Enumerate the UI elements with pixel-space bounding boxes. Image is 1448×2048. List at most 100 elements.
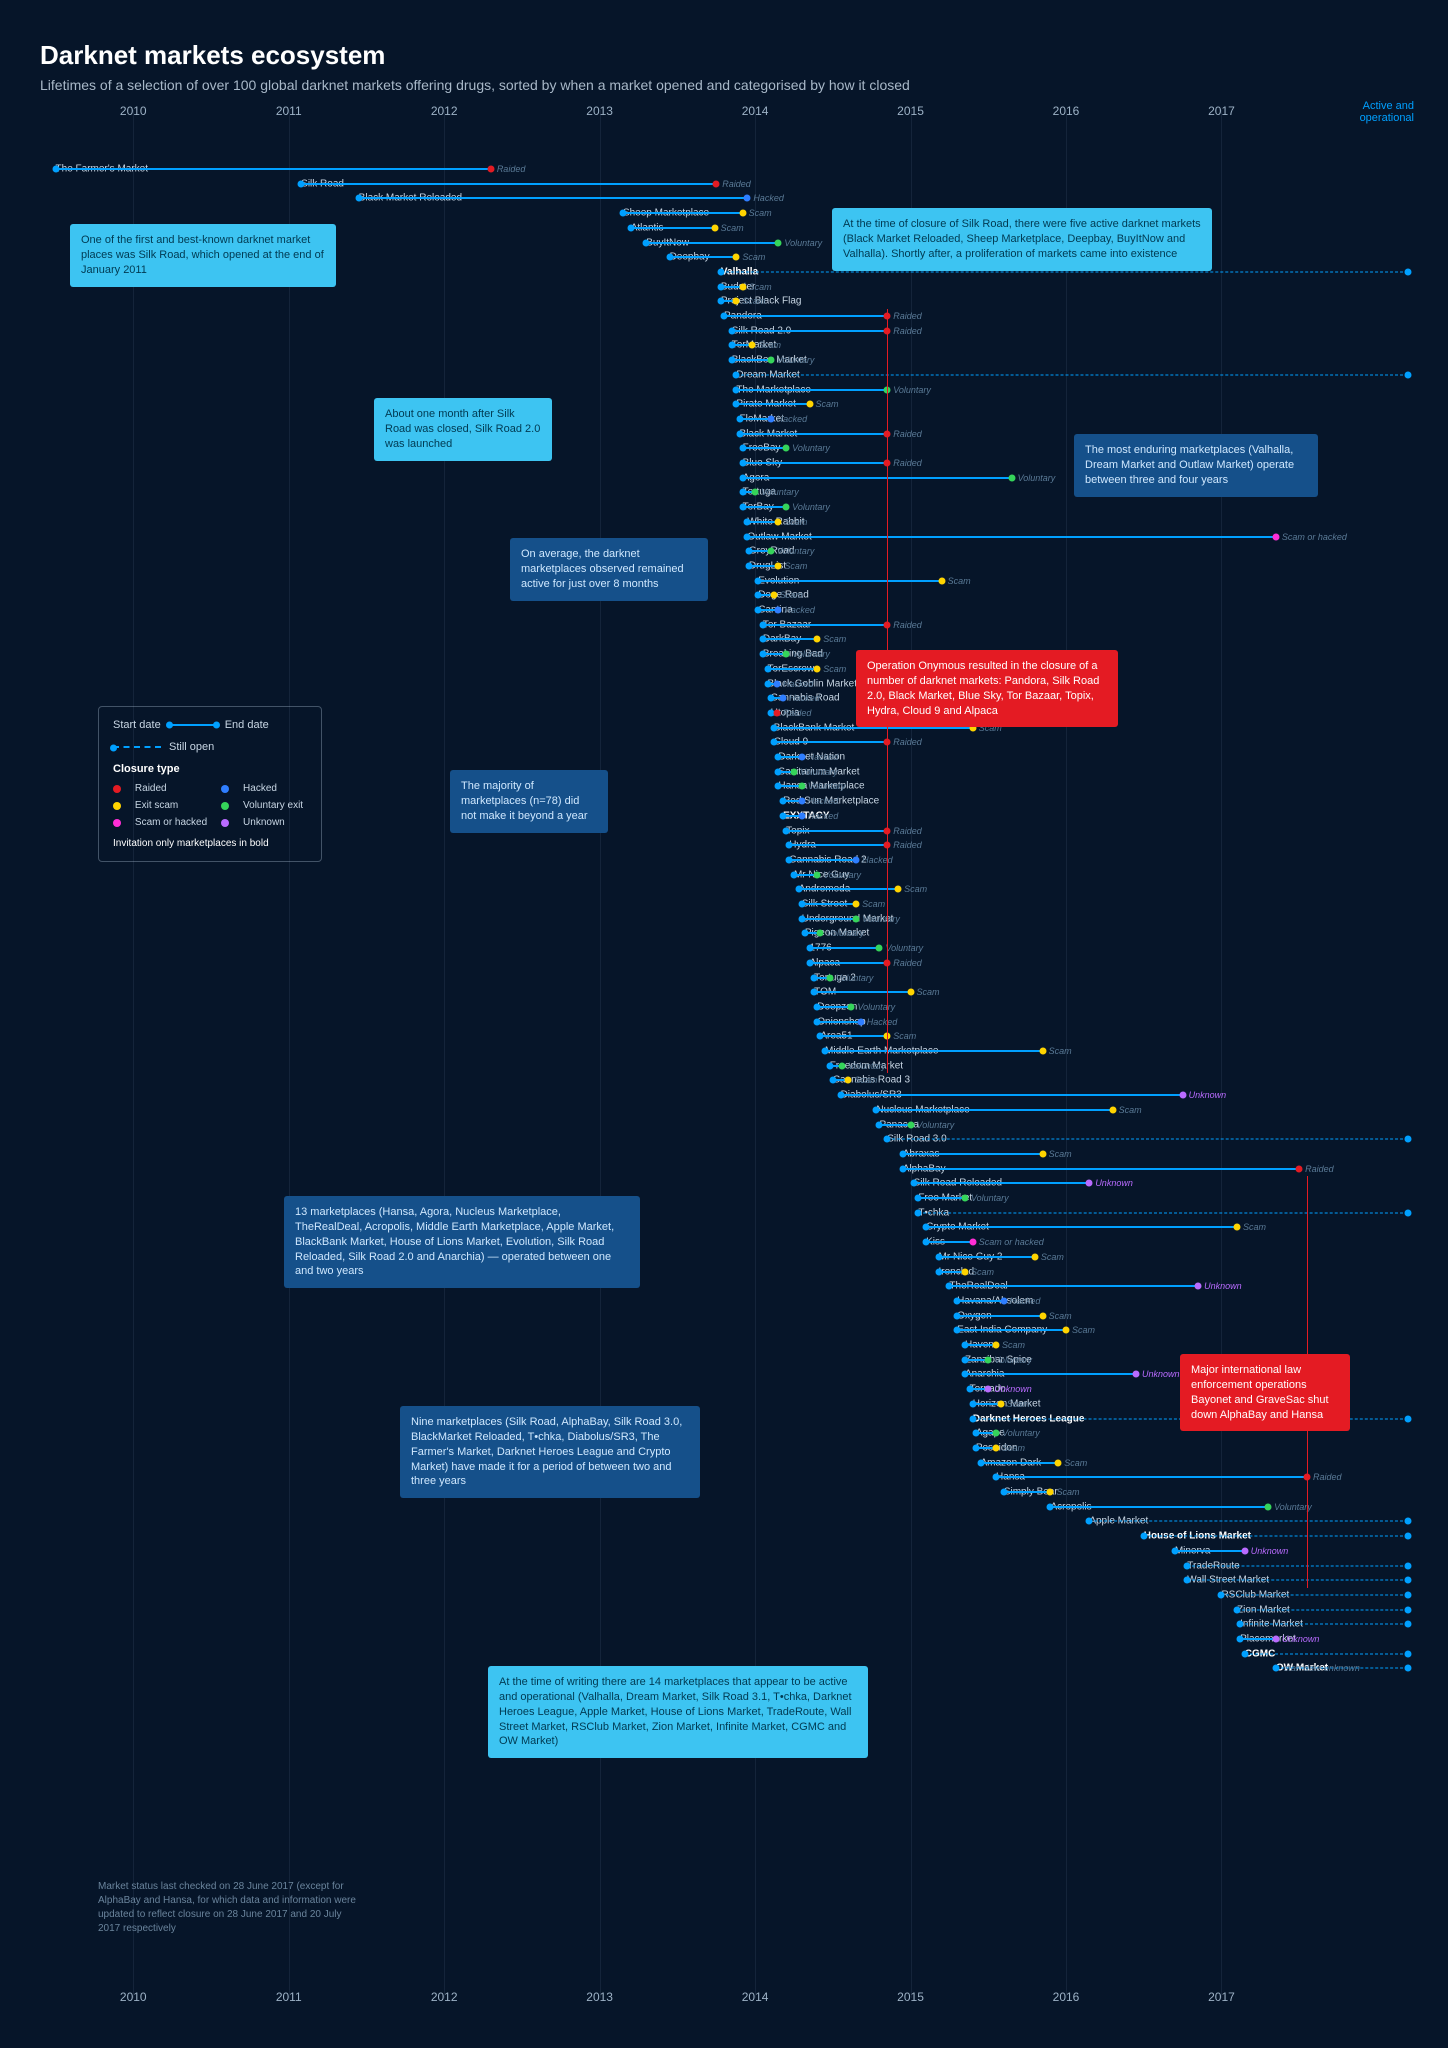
start-dot — [954, 1312, 961, 1319]
market-row: CantinaHacked — [40, 603, 1408, 617]
closure-label: Scam — [887, 1031, 916, 1041]
market-row: DeepzonVoluntary — [40, 1000, 1408, 1014]
closure-label: Raided — [887, 458, 922, 468]
closure-label: Raided — [887, 311, 922, 321]
start-dot — [873, 1106, 880, 1113]
callout-box: The majority of marketplaces (n=78) did … — [450, 770, 608, 833]
start-dot — [770, 739, 777, 746]
start-dot — [935, 1268, 942, 1275]
lifetime-bar — [1221, 1594, 1408, 1595]
closure-label: Scam — [996, 1340, 1025, 1350]
closure-label: Scam — [778, 517, 807, 527]
closure-label: Scam — [743, 282, 772, 292]
market-row: 1776Voluntary — [40, 941, 1408, 955]
market-row: OxygenScam — [40, 1309, 1408, 1323]
market-row: AbraxasScam — [40, 1147, 1408, 1161]
start-dot — [298, 180, 305, 187]
timeline-chart: Active and operational 20102010201120112… — [40, 110, 1408, 1998]
lifetime-bar — [1187, 1565, 1408, 1566]
lifetime-bar — [814, 991, 910, 993]
market-row: Simply BearScam — [40, 1485, 1408, 1499]
lifetime-bar — [768, 668, 818, 670]
year-label: 2015 — [897, 1990, 924, 2004]
start-dot — [1140, 1533, 1147, 1540]
start-dot — [876, 1121, 883, 1128]
closure-label: Scam — [1043, 1311, 1072, 1321]
market-row: Dream MarketDream Market — [40, 368, 1408, 382]
closure-label: Scam — [715, 223, 744, 233]
start-dot — [767, 695, 774, 702]
market-row: AlpacaRaided — [40, 956, 1408, 970]
market-right-label: House of Lions Market — [1408, 1531, 1448, 1542]
closure-label: Scam — [898, 884, 927, 894]
start-dot — [717, 283, 724, 290]
legend-swatch — [113, 802, 121, 810]
closure-label: Scam — [736, 296, 765, 306]
closure-label: Voluntary — [778, 238, 822, 248]
lifetime-bar — [903, 1168, 1299, 1170]
market-row: TheRealDealUnknown — [40, 1279, 1408, 1293]
closure-label: Voluntary — [965, 1193, 1009, 1203]
start-dot — [954, 1297, 961, 1304]
legend-open: Still open — [169, 741, 214, 753]
market-right-label: T•chka — [1408, 1207, 1448, 1218]
closure-label: Voluntary — [996, 1428, 1040, 1438]
start-dot — [961, 1342, 968, 1349]
callout-box: Nine marketplaces (Silk Road, AlphaBay, … — [400, 1406, 700, 1498]
active-operational-label: Active and operational — [1326, 100, 1414, 124]
market-row: Project Black FlagScam — [40, 294, 1408, 308]
lifetime-bar — [876, 1109, 1112, 1111]
market-row: HansaRaided — [40, 1470, 1408, 1484]
legend-swatch — [113, 819, 121, 827]
market-row: Tor BazaarRaided — [40, 618, 1408, 632]
year-label: 2017 — [1208, 1990, 1235, 2004]
start-dot — [666, 254, 673, 261]
year-label: 2012 — [431, 1990, 458, 2004]
legend-item-label: Raided — [135, 783, 211, 794]
start-dot — [755, 607, 762, 614]
start-dot — [759, 636, 766, 643]
year-label: 2015 — [897, 104, 924, 118]
start-dot — [780, 812, 787, 819]
market-row: EvolutionScam — [40, 574, 1408, 588]
lifetime-bar — [918, 1212, 1408, 1213]
lifetime-bar — [1245, 1653, 1408, 1654]
market-row: PandoraRaided — [40, 309, 1408, 323]
market-row: KissScam or hacked — [40, 1235, 1408, 1249]
start-dot — [837, 1092, 844, 1099]
closure-label: Scam — [1050, 1487, 1079, 1497]
closure-label: Raided — [887, 958, 922, 968]
start-dot — [744, 518, 751, 525]
start-dot — [814, 1003, 821, 1010]
start-dot — [770, 724, 777, 731]
start-dot — [884, 1136, 891, 1143]
legend-swatch — [113, 785, 121, 793]
market-right-label: Silk Road 3.0 — [1408, 1134, 1448, 1145]
closure-label: Raided — [716, 179, 751, 189]
market-row: FloMarketHacked — [40, 412, 1408, 426]
start-dot — [806, 945, 813, 952]
market-row: Underground MarketVoluntary — [40, 912, 1408, 926]
lifetime-bar — [743, 477, 1012, 479]
start-dot — [775, 754, 782, 761]
lifetime-bar — [957, 1329, 1066, 1331]
market-row: Pirate MarketScam — [40, 397, 1408, 411]
market-row: Nucleus MarketplaceScam — [40, 1103, 1408, 1117]
closure-label: Voluntary — [786, 443, 830, 453]
lifetime-bar — [820, 1035, 887, 1037]
callout-box: At the time of writing there are 14 mark… — [488, 1666, 868, 1758]
market-row: White RabbitScam — [40, 515, 1408, 529]
lifetime-bar — [810, 947, 880, 949]
market-row: House of Lions MarketHouse of Lions Mark… — [40, 1529, 1408, 1543]
market-row: T•chkaT•chka — [40, 1206, 1408, 1220]
start-dot — [739, 504, 746, 511]
closure-label: Unknown — [1089, 1178, 1133, 1188]
lifetime-bar — [879, 1124, 910, 1126]
closure-label: Scam — [1066, 1325, 1095, 1335]
lifetime-bar — [926, 1226, 1237, 1228]
closure-label: Voluntary — [879, 943, 923, 953]
lifetime-bar — [914, 1182, 1090, 1184]
lifetime-bar — [996, 1476, 1307, 1478]
start-dot — [1218, 1591, 1225, 1598]
lifetime-bar — [918, 1197, 965, 1199]
